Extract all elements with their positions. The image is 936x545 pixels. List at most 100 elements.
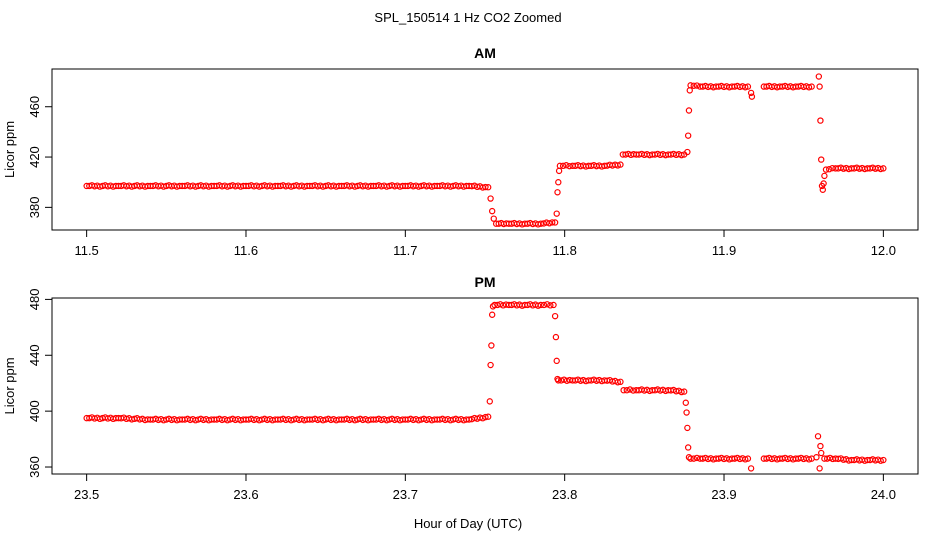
data-point (537, 220, 544, 227)
data-point (491, 301, 498, 309)
data-point-dense (825, 166, 833, 173)
x-tick-label-pm: 24.0 (871, 487, 896, 502)
data-point-dense (566, 162, 573, 170)
y-tick-label-pm: 440 (27, 344, 42, 366)
data-point (821, 172, 828, 180)
data-point (685, 107, 693, 114)
data-point-dense (547, 302, 554, 309)
data-point (683, 409, 690, 416)
data-point-dense (678, 151, 685, 159)
data-point-dense (742, 456, 749, 463)
data-point (555, 179, 562, 186)
data-point (488, 207, 496, 215)
data-point (556, 162, 564, 170)
x-tick-label-am: 11.7 (393, 243, 417, 258)
panel-title-am: AM (474, 45, 496, 61)
panel-title-pm: PM (475, 274, 496, 290)
data-point (550, 301, 557, 309)
y-tick-label-am: 380 (27, 197, 42, 219)
x-tick-label-pm: 23.6 (233, 487, 258, 502)
data-point (620, 386, 627, 394)
data-point (822, 166, 830, 173)
y-tick-label-am: 420 (27, 146, 42, 168)
y-axis-label-pm: Licor ppm (2, 357, 17, 414)
data-point-dense (623, 386, 631, 394)
data-point (808, 83, 815, 90)
x-tick-label-am: 11.9 (712, 243, 736, 258)
data-point-dense (546, 220, 553, 227)
data-point-dense (805, 84, 813, 91)
data-point (820, 180, 827, 187)
x-tick-label-pm: 23.7 (393, 487, 418, 502)
panel-pm: PM 23.5 23.6 23.7 23.8 23.9 24.0 360 400 440 480 Li… (2, 274, 919, 502)
x-tick-label-am: 11.8 (553, 243, 577, 258)
data-point (555, 377, 562, 384)
panel-am: AM 11.5 11.6 11.7 11.8 11.9 12.0 380 420 460 Licor… (2, 45, 919, 258)
y-axis-label-am: Licor ppm (2, 121, 17, 178)
y-tick-label-pm: 480 (27, 289, 42, 311)
data-point (684, 424, 691, 432)
data-point-dense (614, 379, 621, 386)
data-point (818, 156, 825, 163)
data-point-dense (534, 302, 542, 309)
data-point (747, 89, 755, 97)
data-point (617, 378, 624, 386)
x-tick-label-am: 12.0 (871, 243, 896, 258)
data-point-dense (877, 457, 884, 464)
data-point-dense (559, 162, 567, 170)
data-point (484, 184, 492, 191)
data-point-dense (549, 219, 556, 226)
data-point-dense (543, 301, 551, 308)
data-point (814, 433, 822, 440)
data-point (687, 82, 694, 89)
y-tick-label-pm: 360 (27, 456, 42, 478)
data-point (487, 361, 494, 369)
data-point-dense (877, 165, 884, 173)
data-point-dense (563, 162, 570, 169)
data-point (553, 357, 560, 365)
data-point (686, 87, 693, 94)
data-point (486, 398, 493, 405)
figure-x-axis-label: Hour of Day (UTC) (414, 516, 522, 531)
plot-frame-am (51, 68, 919, 231)
data-point (819, 186, 827, 193)
data-point (490, 215, 497, 222)
data-point (748, 93, 756, 100)
data-point (484, 413, 492, 420)
data-point (747, 465, 755, 472)
data-point (744, 455, 752, 462)
data-point-dense (482, 413, 489, 421)
series-points-am (83, 73, 887, 228)
data-point-dense (678, 388, 685, 396)
data-point (555, 167, 563, 175)
data-point-dense (690, 82, 697, 89)
data-point-dense (626, 386, 634, 393)
data-point (684, 132, 692, 139)
x-tick-label-pm: 23.5 (74, 487, 99, 502)
data-point (552, 333, 560, 341)
data-point-dense (742, 84, 749, 91)
data-point (488, 311, 496, 318)
data-point (487, 195, 494, 202)
data-point (553, 210, 560, 217)
data-point-dense (829, 164, 836, 172)
x-tick-label-am: 11.6 (234, 243, 258, 258)
data-point (537, 301, 544, 309)
y-tick-label-am: 460 (27, 96, 42, 118)
data-point-dense (805, 456, 813, 463)
data-point (817, 117, 824, 124)
data-point-dense (540, 301, 548, 309)
data-point (465, 416, 473, 423)
data-point (551, 312, 559, 320)
data-point-dense (482, 183, 489, 191)
data-point-dense (693, 82, 701, 89)
data-point (687, 455, 694, 462)
data-point (551, 219, 559, 226)
data-point-dense (693, 454, 701, 462)
data-point (816, 465, 823, 472)
x-tick-label-pm: 23.9 (711, 487, 736, 502)
data-point (816, 83, 823, 90)
data-point (617, 161, 624, 168)
